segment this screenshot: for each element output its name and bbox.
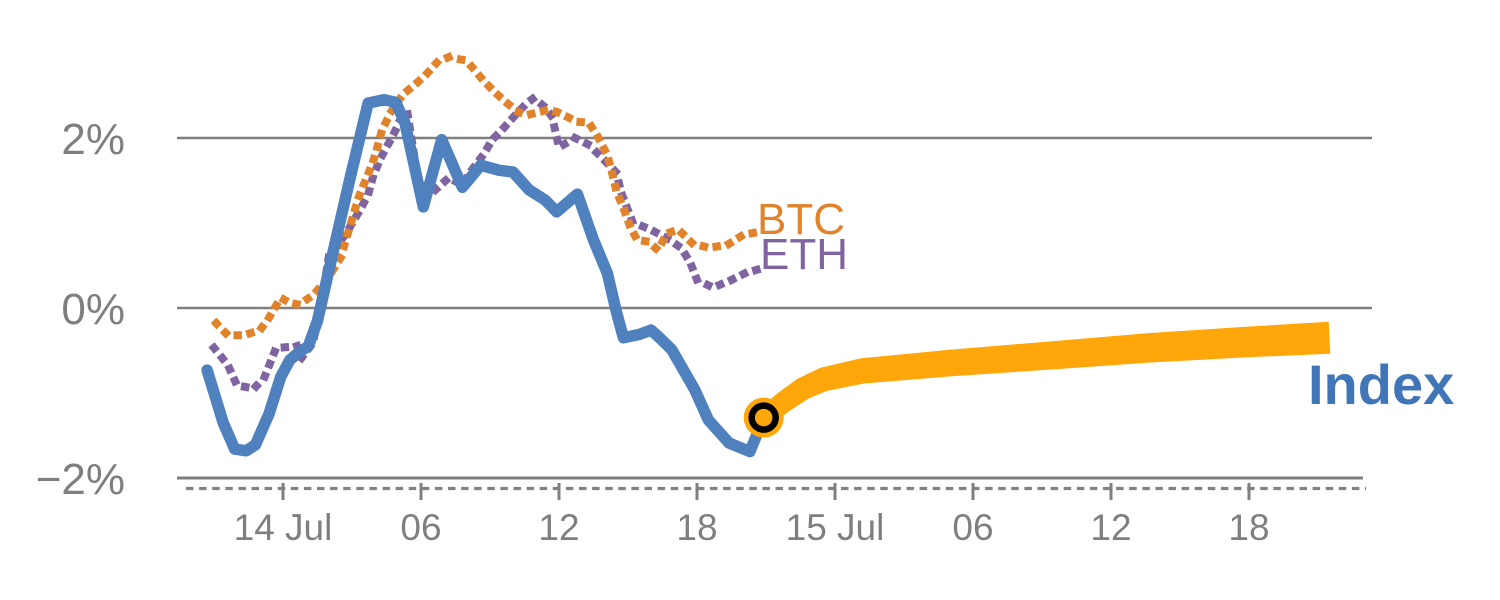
x-axis-label: 18 [676, 507, 717, 548]
btc-series-label: BTC [757, 195, 845, 244]
x-axis-label: 12 [1090, 507, 1131, 548]
y-axis-label: −2% [36, 455, 125, 504]
forecast-start-marker [748, 402, 779, 433]
y-axis-label: 2% [61, 115, 125, 164]
eth-series-label: ETH [760, 230, 848, 279]
index-line [201, 93, 770, 458]
x-axis-label: 06 [400, 507, 441, 548]
index-series-label: Index [1308, 353, 1455, 416]
x-axis-label: 14 Jul [234, 507, 333, 548]
x-axis-label: 06 [952, 507, 993, 548]
btc-line [210, 53, 762, 340]
x-axis-label: 15 Jul [786, 507, 885, 548]
index-forecast-band [757, 321, 1331, 426]
x-axis-label: 12 [538, 507, 579, 548]
x-axis-label: 18 [1228, 507, 1269, 548]
y-axis-label: 0% [61, 285, 125, 334]
